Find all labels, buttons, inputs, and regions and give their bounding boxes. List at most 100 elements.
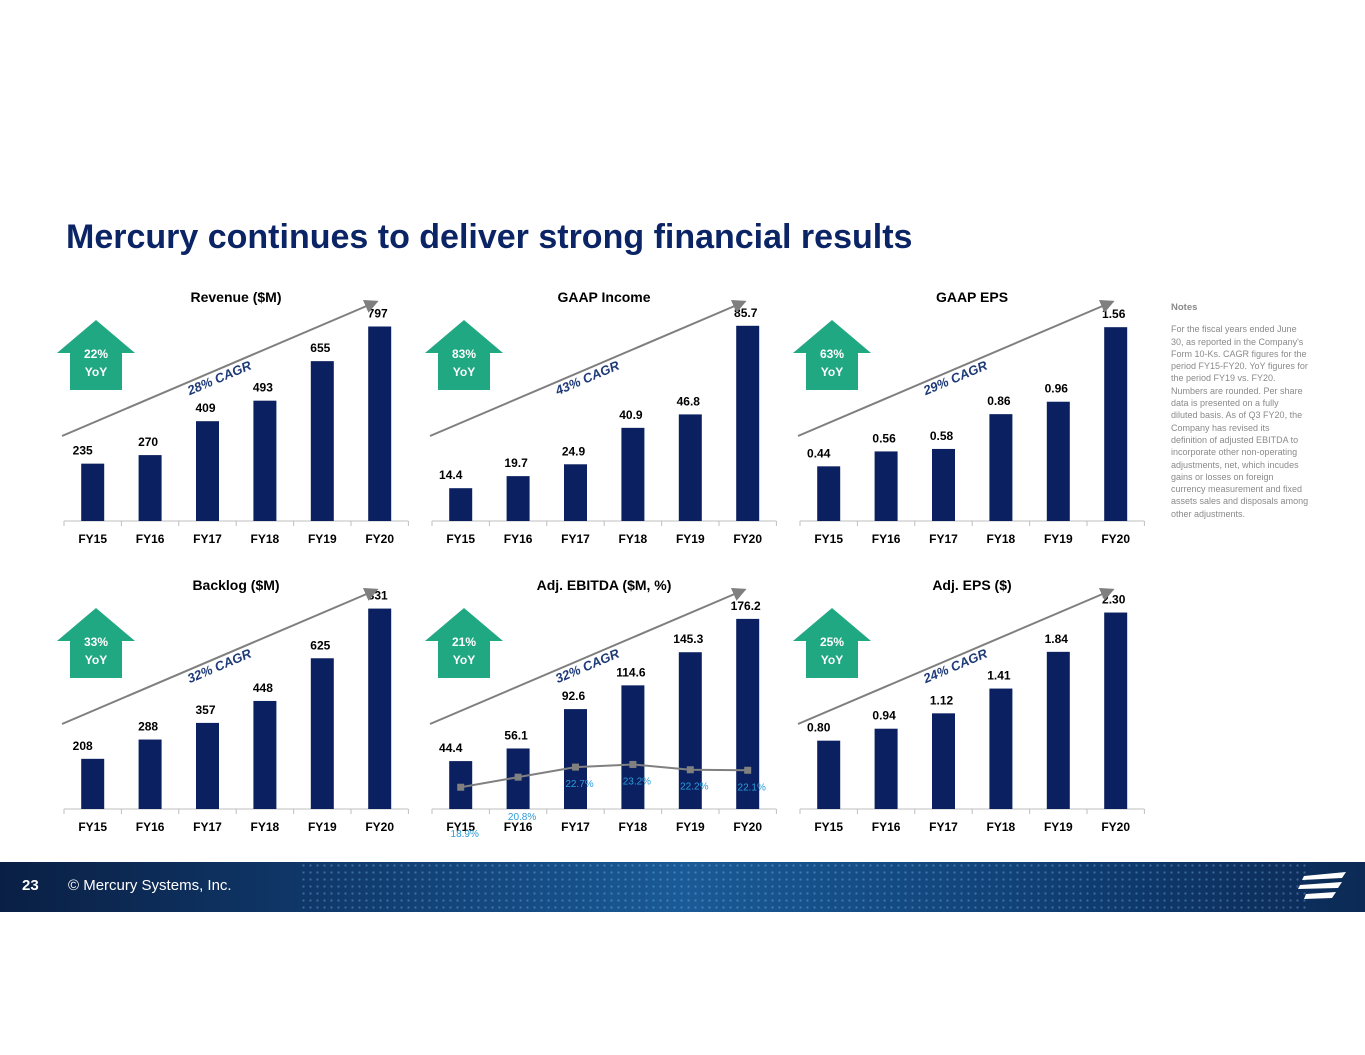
yoy-arrow-icon [425, 608, 503, 678]
margin-label: 22.1% [738, 782, 766, 793]
bar-value-label: 797 [368, 306, 388, 320]
notes-line: For the fiscal years ended June [1171, 324, 1297, 335]
x-tick-label: FY15 [446, 532, 475, 546]
x-tick-label: FY20 [1101, 532, 1130, 546]
bar [932, 448, 955, 521]
x-tick-label: FY16 [504, 532, 533, 546]
notes-line: Form 10-Ks. CAGR figures for the [1171, 348, 1307, 359]
bar [874, 451, 898, 521]
x-tick-label: FY16 [504, 820, 533, 834]
x-tick-label: FY20 [1101, 820, 1130, 834]
notes-line: Numbers are rounded. Per share [1171, 385, 1303, 396]
chart-adj-ebitda: Adj. EBITDA ($M, %) 44.4 FY15 56.1 FY16 92.6 F… [424, 574, 784, 854]
chart-title: Adj. EBITDA ($M, %) [537, 577, 672, 593]
bar-value-label: 0.94 [872, 709, 896, 723]
notes-line: period FY15-FY20. YoY figures for [1171, 361, 1308, 372]
x-tick-label: FY19 [676, 820, 705, 834]
bar-value-label: 235 [73, 444, 93, 458]
x-tick-label: FY19 [308, 532, 337, 546]
x-tick-label: FY17 [193, 820, 222, 834]
x-tick-label: FY20 [365, 532, 394, 546]
margin-line [460, 763, 748, 789]
bar [138, 455, 162, 521]
notes-line: adjustments, net, which incudes [1171, 459, 1299, 470]
margin-label: 18.9% [451, 829, 479, 840]
notes-line: definition of adjusted EBITDA to [1171, 434, 1299, 445]
bar-value-label: 0.86 [987, 394, 1011, 408]
chart-svg: Adj. EBITDA ($M, %) 44.4 FY15 56.1 FY16 92.6 F… [425, 577, 777, 840]
cagr-label: 24% CAGR [920, 645, 990, 686]
yoy-caption: YoY [453, 365, 475, 379]
chart-svg: Adj. EPS ($) 0.80 FY15 0.94 FY16 1.12 FY17 1.41… [793, 577, 1145, 834]
notes-line: diluted basis. As of Q3 FY20, the [1171, 410, 1303, 421]
bar-value-label: 145.3 [673, 632, 703, 646]
bar [253, 700, 277, 809]
bar-value-label: 0.44 [807, 446, 831, 460]
notes-line: gains or losses on foreign [1171, 471, 1274, 482]
bar-value-label: 288 [138, 720, 158, 734]
bar-value-label: 176.2 [731, 599, 761, 613]
bar-value-label: 2.30 [1102, 593, 1126, 607]
x-tick-label: FY15 [814, 532, 843, 546]
bar-value-label: 46.8 [677, 394, 701, 408]
bar [196, 421, 219, 521]
margin-point [514, 773, 522, 781]
bar [736, 325, 760, 521]
bar [874, 728, 898, 809]
yoy-arrow-icon [57, 608, 135, 678]
x-tick-label: FY15 [78, 820, 107, 834]
chart-title: GAAP EPS [936, 289, 1008, 305]
chart-svg: GAAP EPS 0.44 FY15 0.56 FY16 0.58 FY17 0.86 FY18… [793, 289, 1145, 546]
bar [817, 740, 841, 809]
bar-value-label: 493 [253, 381, 273, 395]
cagr-trend-arrow [429, 587, 747, 725]
bar-value-label: 92.6 [562, 689, 586, 703]
notes-line: data is presented on a fully [1171, 398, 1279, 409]
x-tick-label: FY18 [251, 532, 280, 546]
bar [564, 464, 587, 521]
bar-value-label: 625 [310, 638, 330, 652]
mercury-logo-icon [1298, 872, 1346, 899]
notes-line: currency measurement and fixed [1171, 484, 1303, 495]
bar-value-label: 0.96 [1045, 382, 1069, 396]
chart-title: Backlog ($M) [192, 577, 279, 593]
yoy-caption: YoY [85, 365, 107, 379]
bar-value-label: 208 [73, 739, 93, 753]
x-tick-label: FY19 [308, 820, 337, 834]
margin-label: 23.2% [623, 776, 651, 787]
bar-value-label: 85.7 [734, 306, 758, 320]
chart-adj-eps: Adj. EPS ($) 0.80 FY15 0.94 FY16 1.12 FY17 1.41… [792, 574, 1152, 854]
bar-value-label: 1.12 [930, 693, 954, 707]
chart-gaap-income: GAAP Income 14.4 FY15 19.7 FY16 24.9 FY17 40.9 F… [424, 286, 784, 566]
bar-value-label: 1.41 [987, 669, 1011, 683]
bar [506, 476, 530, 521]
chart-gaap-eps: GAAP EPS 0.44 FY15 0.56 FY16 0.58 FY17 0.86 FY18… [792, 286, 1152, 566]
cagr-trend-arrow [429, 299, 747, 437]
x-tick-label: FY20 [365, 820, 394, 834]
yoy-caption: YoY [85, 653, 107, 667]
cagr-label: 32% CAGR [185, 645, 254, 686]
yoy-caption: YoY [453, 653, 475, 667]
bar [81, 463, 105, 521]
bar [1104, 612, 1128, 809]
x-tick-label: FY15 [78, 532, 107, 546]
bar [310, 658, 334, 809]
bar [621, 427, 645, 521]
bar-value-label: 0.80 [807, 721, 831, 735]
footer-texture [300, 862, 1310, 912]
notes-panel: Notes For the fiscal years ended June 30… [1171, 302, 1329, 520]
margin-point [744, 766, 752, 774]
x-tick-label: FY18 [251, 820, 280, 834]
x-tick-label: FY17 [193, 532, 222, 546]
yoy-value: 63% [820, 347, 844, 361]
yoy-value: 25% [820, 635, 844, 649]
bar-value-label: 831 [368, 589, 388, 603]
bar-value-label: 19.7 [504, 456, 528, 470]
chart-revenue: Revenue ($M) 235 FY15 270 FY16 409 FY17 493 FY18… [56, 286, 416, 566]
yoy-caption: YoY [821, 653, 843, 667]
bar [1046, 401, 1070, 521]
yoy-value: 22% [84, 347, 108, 361]
bar [1046, 651, 1070, 809]
margin-label: 22.7% [565, 779, 593, 790]
x-tick-label: FY19 [1044, 532, 1073, 546]
